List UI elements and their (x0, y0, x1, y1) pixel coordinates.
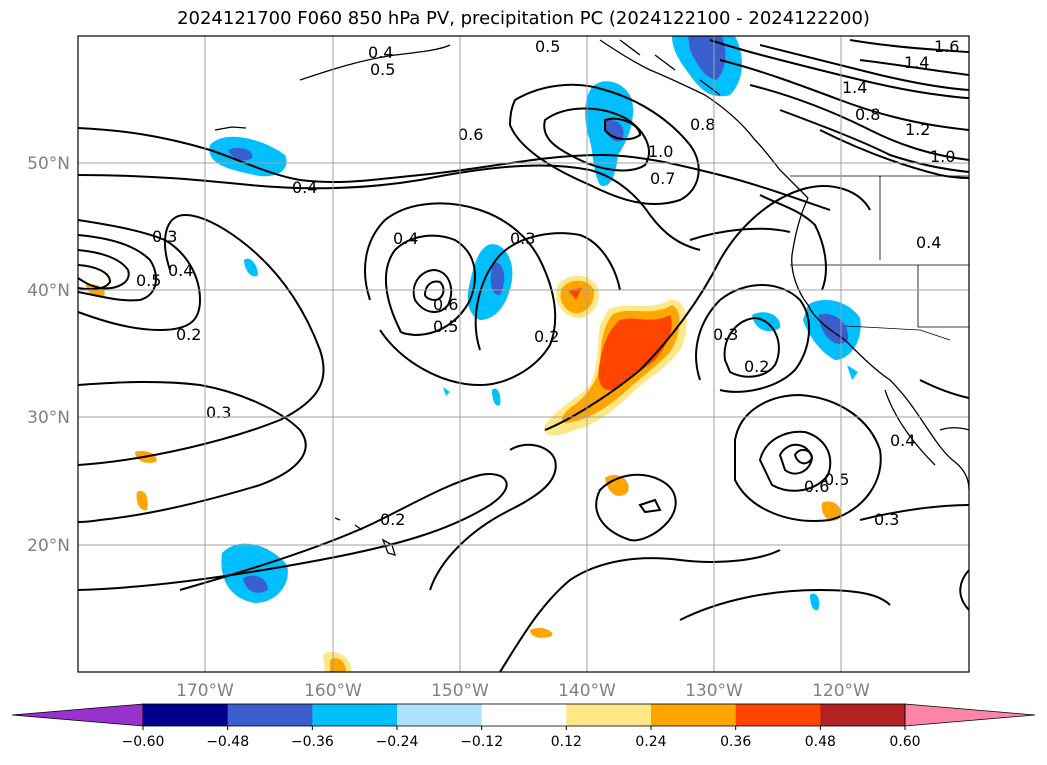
colorbar-tick-label: 0.36 (720, 734, 751, 750)
contour-label: 1.2 (905, 120, 930, 139)
contour-label: 0.5 (136, 271, 161, 290)
contour-label: 1.4 (842, 78, 867, 97)
lon-label: 130°W (685, 681, 743, 701)
colorbar-tick-label: 0.24 (635, 734, 666, 750)
lat-label: 20°N (27, 536, 70, 556)
contour-label: 0.7 (650, 169, 675, 188)
colorbar-swatch (227, 704, 313, 726)
contour-label: 0.8 (690, 115, 715, 134)
colorbar-swatch (481, 704, 567, 726)
colorbar-swatch (566, 704, 652, 726)
contour-label: 0.3 (510, 229, 535, 248)
contour-label: 0.5 (824, 470, 849, 489)
colorbar-swatch (312, 704, 398, 726)
contour-label: 0.2 (534, 327, 559, 346)
colorbar-tick-label: −0.12 (460, 734, 503, 750)
colorbar-extend-max (904, 703, 1036, 727)
map-title: 2024121700 F060 850 hPa PV, precipitatio… (177, 8, 870, 29)
colorbar-swatch (820, 704, 906, 726)
contour-label: 0.4 (393, 229, 418, 248)
lon-label: 120°W (812, 681, 870, 701)
contour-label: 0.3 (874, 510, 899, 529)
graticule (78, 36, 969, 672)
colorbar-tick-label: −0.36 (291, 734, 334, 750)
longitude-labels: 170°W 160°W 150°W 140°W 130°W 120°W (176, 681, 870, 701)
lon-label: 170°W (176, 681, 234, 701)
contour-label: 0.6 (804, 477, 829, 496)
colorbar-frame (142, 703, 906, 727)
contour-label: 0.8 (855, 105, 880, 124)
colorbar-swatch (651, 704, 737, 726)
contour-label: 0.4 (890, 431, 915, 450)
contour-label: 0.6 (458, 125, 483, 144)
contour-label: 0.4 (916, 233, 941, 252)
colorbar-swatch (735, 704, 821, 726)
contour-labels: 0.4 0.5 0.5 0.4 0.6 0.7 1.0 0.8 1.4 1.2 … (136, 37, 959, 529)
contour-label: 0.2 (176, 325, 201, 344)
colorbar-tick-label: 0.60 (889, 734, 920, 750)
contour-label: 1.4 (904, 53, 929, 72)
contour-label: 1.0 (648, 142, 673, 161)
contour-label: 0.6 (433, 295, 458, 314)
lon-label: 150°W (431, 681, 489, 701)
contour-label: 1.0 (930, 147, 955, 166)
contour-label: 0.2 (744, 357, 769, 376)
lon-label: 140°W (558, 681, 616, 701)
colorbar-extend-min (11, 703, 144, 727)
colorbar-swatch (397, 704, 483, 726)
plot-frame (77, 35, 970, 673)
contour-label: 0.3 (206, 403, 231, 422)
colorbar: −0.60 −0.48 −0.36 −0.24 −0.12 0.12 0.24 0.36 0.4… (11, 703, 1036, 750)
colorbar-swatch (143, 704, 229, 726)
colorbar-tick-label: 0.48 (805, 734, 836, 750)
latitude-labels: 50°N 40°N 30°N 20°N (27, 154, 70, 556)
contour-label: 0.5 (370, 60, 395, 79)
contour-label: 0.5 (535, 37, 560, 56)
contour-label: 0.5 (433, 317, 458, 336)
lon-label: 160°W (304, 681, 362, 701)
contour-label: 0.4 (368, 43, 393, 62)
colorbar-tick-label: −0.24 (376, 734, 419, 750)
lat-label: 40°N (27, 281, 70, 301)
lat-label: 50°N (27, 154, 70, 174)
contour-label: 0.3 (713, 325, 738, 344)
contour-label: 1.6 (934, 37, 959, 56)
colorbar-tick-label: 0.12 (551, 734, 582, 750)
contour-label: 0.4 (168, 261, 193, 280)
contour-label: 0.2 (380, 510, 405, 529)
contour-label: 0.3 (152, 227, 177, 246)
political-borders (790, 175, 969, 341)
lat-label: 30°N (27, 408, 70, 428)
contour-label: 0.4 (292, 178, 317, 197)
colorbar-tick-label: −0.48 (206, 734, 249, 750)
colorbar-tick-label: −0.60 (122, 734, 165, 750)
pv-contours (78, 39, 969, 672)
coastlines (214, 39, 969, 556)
precip-negative-shading (209, 36, 861, 611)
